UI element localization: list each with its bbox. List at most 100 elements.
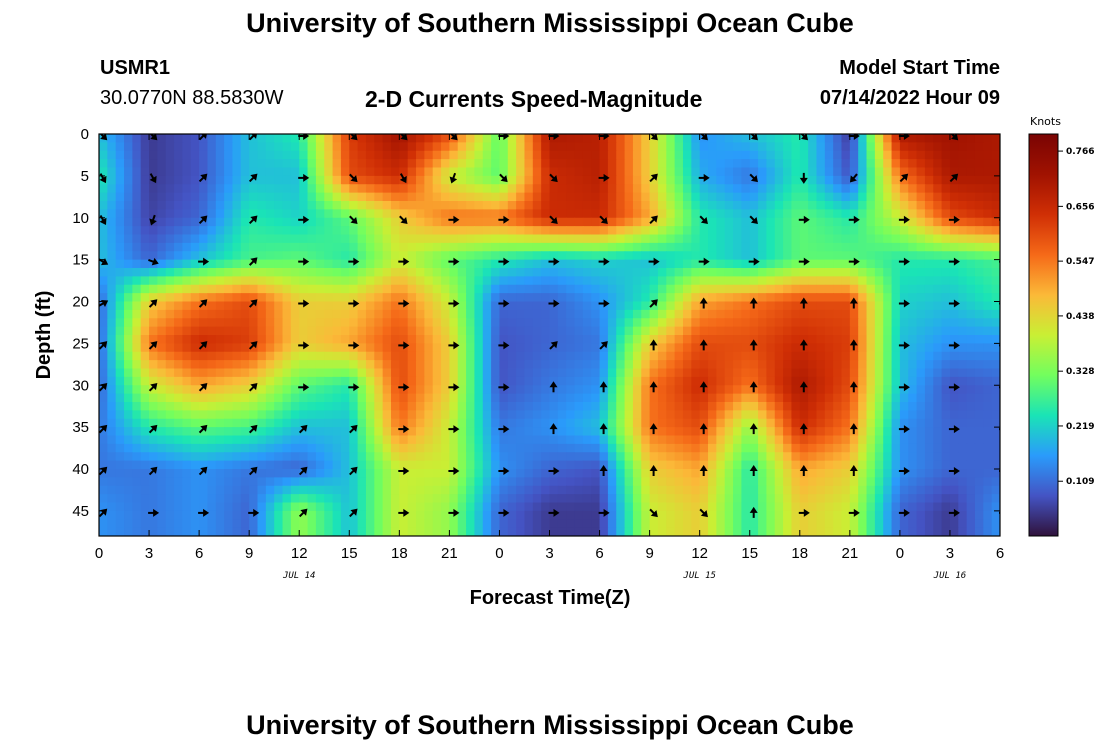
heatmap-cell	[983, 502, 993, 512]
heatmap-cell	[691, 293, 701, 303]
heatmap-cell	[124, 167, 133, 177]
heatmap-cell	[808, 385, 818, 395]
heatmap-cell	[124, 510, 133, 520]
heatmap-cell	[140, 360, 150, 370]
heatmap-cell	[165, 318, 175, 328]
heatmap-cell	[924, 226, 934, 236]
heatmap-cell	[474, 293, 484, 303]
heatmap-cell	[507, 217, 517, 227]
heatmap-cell	[883, 142, 893, 152]
heatmap-cell	[966, 351, 976, 361]
heatmap-cell	[199, 276, 209, 286]
heatmap-cell	[199, 318, 209, 328]
heatmap-cell	[507, 184, 517, 194]
heatmap-cell	[974, 435, 984, 445]
heatmap-cell	[916, 201, 926, 210]
heatmap-cell	[666, 427, 676, 437]
heatmap-cell	[849, 443, 859, 453]
heatmap-cell	[632, 326, 642, 336]
heatmap-cell	[941, 293, 951, 303]
heatmap-cell	[708, 385, 717, 395]
heatmap-cell	[883, 268, 893, 277]
heatmap-cell	[257, 159, 267, 169]
heatmap-cell	[783, 134, 793, 143]
heatmap-cell	[115, 175, 125, 185]
heatmap-cell	[607, 268, 617, 277]
heatmap-cell	[641, 502, 651, 512]
heatmap-cell	[708, 167, 717, 177]
heatmap-cell	[616, 226, 626, 236]
heatmap-cell	[199, 368, 209, 378]
heatmap-cell	[891, 293, 901, 303]
heatmap-cell	[874, 326, 884, 336]
heatmap-cell	[390, 326, 400, 336]
heatmap-cell	[224, 259, 234, 269]
heatmap-cell	[432, 460, 442, 470]
heatmap-cell	[157, 192, 167, 202]
heatmap-cell	[616, 268, 626, 277]
heatmap-cell	[666, 393, 676, 403]
heatmap-cell	[332, 209, 342, 219]
heatmap-cell	[808, 443, 818, 453]
heatmap-cell	[708, 418, 717, 428]
heatmap-cell	[766, 150, 776, 160]
heatmap-cell	[357, 192, 367, 202]
heatmap-cell	[674, 443, 684, 453]
heatmap-cell	[933, 251, 943, 261]
heatmap-cell	[474, 343, 484, 353]
heatmap-cell	[407, 368, 417, 378]
heatmap-cell	[424, 259, 434, 269]
heatmap-cell	[749, 142, 759, 152]
heatmap-cell	[315, 502, 325, 512]
heatmap-cell	[958, 293, 968, 303]
heatmap-cell	[541, 435, 551, 445]
heatmap-cell	[532, 385, 542, 395]
heatmap-cell	[390, 201, 400, 210]
heatmap-cell	[274, 242, 284, 252]
heatmap-cell	[274, 402, 284, 411]
heatmap-cell	[382, 343, 392, 353]
heatmap-cell	[174, 201, 184, 210]
heatmap-cell	[349, 368, 359, 378]
heatmap-cell	[249, 376, 259, 386]
heatmap-cell	[374, 452, 384, 462]
heatmap-cell	[674, 494, 684, 504]
heatmap-cell	[933, 418, 943, 428]
heatmap-cell	[874, 443, 884, 453]
heatmap-cell	[808, 184, 818, 194]
heatmap-cell	[441, 134, 450, 143]
heatmap-cell	[307, 217, 317, 227]
heatmap-cell	[457, 217, 467, 227]
heatmap-cell	[157, 402, 167, 411]
heatmap-cell	[457, 368, 467, 378]
heatmap-cell	[941, 134, 951, 143]
heatmap-cell	[274, 519, 284, 529]
heatmap-cell	[282, 385, 292, 395]
heatmap-cell	[290, 427, 300, 437]
heatmap-cell	[799, 276, 809, 286]
heatmap-cell	[933, 393, 943, 403]
heatmap-cell	[282, 234, 292, 244]
heatmap-cell	[499, 477, 509, 487]
heatmap-cell	[115, 502, 125, 512]
heatmap-cell	[799, 242, 809, 252]
heatmap-cell	[132, 343, 142, 353]
heatmap-cell	[883, 510, 893, 520]
heatmap-cell	[632, 318, 642, 328]
heatmap-cell	[724, 251, 734, 261]
heatmap-cell	[549, 368, 559, 378]
heatmap-cell	[466, 418, 476, 428]
heatmap-cell	[290, 259, 300, 269]
heatmap-cell	[616, 502, 626, 512]
heatmap-cell	[124, 485, 133, 495]
heatmap-cell	[849, 293, 859, 303]
heatmap-cell	[758, 226, 767, 236]
heatmap-cell	[132, 460, 142, 470]
heatmap-cell	[340, 242, 350, 252]
heatmap-cell	[741, 418, 751, 428]
heatmap-cell	[174, 410, 184, 420]
heatmap-cell	[499, 494, 509, 504]
heatmap-cell	[182, 418, 192, 428]
heatmap-cell	[616, 276, 626, 286]
heatmap-cell	[382, 284, 392, 294]
